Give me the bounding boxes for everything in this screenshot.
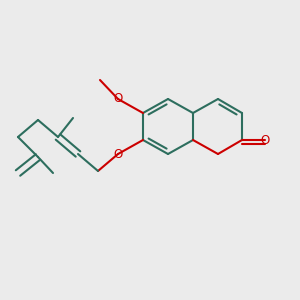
Text: O: O — [113, 92, 123, 106]
Text: O: O — [113, 148, 123, 160]
Text: O: O — [260, 134, 270, 146]
